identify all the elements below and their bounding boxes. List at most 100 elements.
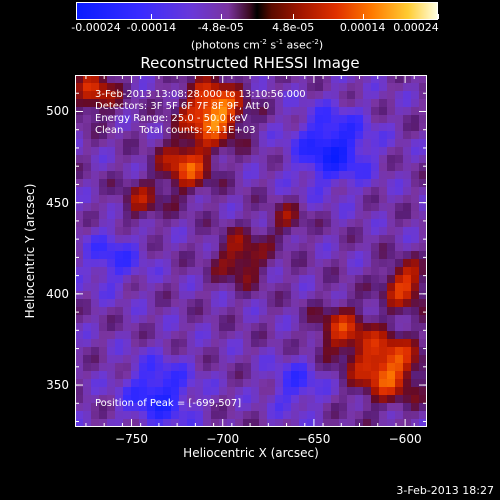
heatmap-cell <box>203 315 212 324</box>
heatmap-cell <box>387 243 396 252</box>
heatmap-cell <box>419 131 427 140</box>
heatmap-cell <box>75 411 84 420</box>
heatmap-cell <box>419 171 427 180</box>
heatmap-cell <box>171 323 180 332</box>
heatmap-cell <box>187 379 196 388</box>
heatmap-cell <box>227 123 236 132</box>
heatmap-cell <box>227 139 236 148</box>
heatmap-cell <box>323 379 332 388</box>
heatmap-cell <box>99 107 108 116</box>
heatmap-cell <box>403 107 412 116</box>
heatmap-cell <box>291 235 300 244</box>
heatmap-cell <box>155 251 164 260</box>
heatmap-cell <box>115 283 124 292</box>
heatmap-cell <box>195 99 204 108</box>
heatmap-cell <box>227 107 236 116</box>
heatmap-cell <box>395 347 404 356</box>
heatmap-cell <box>219 387 228 396</box>
heatmap-cell <box>107 75 116 84</box>
heatmap-cell <box>179 147 188 156</box>
heatmap-cell <box>315 195 324 204</box>
heatmap-cell <box>115 339 124 348</box>
heatmap-cell <box>387 267 396 276</box>
heatmap-cell <box>387 107 396 116</box>
heatmap-cell <box>83 395 92 404</box>
heatmap-cell <box>283 331 292 340</box>
heatmap-cell <box>91 355 100 364</box>
heatmap-cell <box>131 331 140 340</box>
heatmap-cell <box>91 411 100 420</box>
heatmap-cell <box>139 307 148 316</box>
heatmap-cell <box>323 139 332 148</box>
heatmap-cell <box>363 235 372 244</box>
heatmap-cell <box>299 131 308 140</box>
heatmap-cell <box>355 283 364 292</box>
heatmap-cell <box>283 291 292 300</box>
heatmap-cell <box>403 419 412 427</box>
heatmap-cell <box>115 363 124 372</box>
heatmap-cell <box>211 363 220 372</box>
heatmap-cell <box>275 291 284 300</box>
heatmap-cell <box>283 267 292 276</box>
heatmap-cell <box>107 363 116 372</box>
heatmap-cell <box>315 179 324 188</box>
heatmap-cell <box>227 91 236 100</box>
heatmap-cell <box>195 395 204 404</box>
heatmap-cell <box>267 219 276 228</box>
heatmap-cell <box>411 187 420 196</box>
heatmap-cell <box>139 291 148 300</box>
heatmap-cell <box>411 291 420 300</box>
heatmap-cell <box>107 139 116 148</box>
heatmap-cell <box>267 179 276 188</box>
heatmap-cell <box>395 163 404 172</box>
heatmap-cell <box>299 275 308 284</box>
heatmap-cell <box>131 107 140 116</box>
heatmap-cell <box>251 267 260 276</box>
heatmap-cell <box>307 139 316 148</box>
heatmap-cell <box>123 171 132 180</box>
heatmap-cell <box>267 315 276 324</box>
heatmap-cell <box>291 83 300 92</box>
heatmap-cell <box>131 363 140 372</box>
heatmap-cell <box>243 235 252 244</box>
heatmap-cell <box>123 251 132 260</box>
heatmap-cell <box>331 371 340 380</box>
heatmap-cell <box>219 171 228 180</box>
heatmap-cell <box>323 75 332 84</box>
heatmap-cell <box>91 299 100 308</box>
heatmap-cell <box>99 331 108 340</box>
heatmap-cell <box>123 83 132 92</box>
heatmap-cell <box>203 235 212 244</box>
heatmap-cell <box>203 163 212 172</box>
heatmap-cell <box>291 419 300 427</box>
heatmap-cell <box>395 331 404 340</box>
heatmap-cell <box>139 267 148 276</box>
heatmap-cell <box>283 171 292 180</box>
heatmap-cell <box>99 195 108 204</box>
heatmap-cell <box>275 307 284 316</box>
heatmap-cell <box>155 163 164 172</box>
heatmap-cell <box>211 187 220 196</box>
heatmap-cell <box>99 123 108 132</box>
heatmap-cell <box>251 419 260 427</box>
heatmap-cell <box>299 323 308 332</box>
heatmap-cell <box>139 155 148 164</box>
heatmap-cell <box>147 267 156 276</box>
heatmap-cell <box>259 83 268 92</box>
heatmap-cell <box>403 379 412 388</box>
heatmap-cell <box>235 363 244 372</box>
heatmap-cell <box>195 115 204 124</box>
heatmap-cell <box>411 387 420 396</box>
heatmap-cell <box>379 355 388 364</box>
heatmap-cell <box>123 275 132 284</box>
heatmap-cell <box>419 251 427 260</box>
heatmap-cell <box>147 195 156 204</box>
heatmap-cell <box>91 419 100 427</box>
heatmap-cell <box>75 123 84 132</box>
heatmap-cell <box>219 99 228 108</box>
heatmap-cell <box>163 387 172 396</box>
heatmap-cell <box>299 355 308 364</box>
heatmap-cell <box>379 307 388 316</box>
heatmap-cell <box>419 291 427 300</box>
heatmap-cell <box>115 307 124 316</box>
